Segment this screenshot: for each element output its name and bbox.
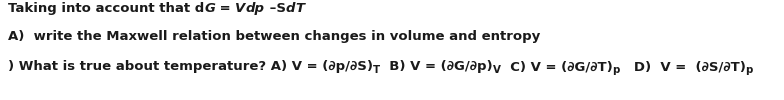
Text: p: p (612, 65, 619, 75)
Text: A)  write the Maxwell relation between changes in volume and entropy: A) write the Maxwell relation between ch… (8, 30, 540, 43)
Text: D)  V =  (∂S/∂T): D) V = (∂S/∂T) (619, 60, 746, 73)
Text: =: = (215, 2, 235, 15)
Text: B) V = (∂G/∂p): B) V = (∂G/∂p) (380, 60, 493, 73)
Text: d: d (285, 2, 295, 15)
Text: T: T (295, 2, 304, 15)
Text: dp: dp (245, 2, 265, 15)
Text: –S: –S (265, 2, 285, 15)
Text: V: V (493, 65, 501, 75)
Text: C) V = (∂G/∂T): C) V = (∂G/∂T) (501, 60, 612, 73)
Text: p: p (746, 65, 753, 75)
Text: V: V (235, 2, 245, 15)
Text: T: T (373, 65, 380, 75)
Text: ) What is true about temperature? A) V = (∂p/∂S): ) What is true about temperature? A) V =… (8, 60, 373, 73)
Text: Taking into account that d: Taking into account that d (8, 2, 205, 15)
Text: G: G (205, 2, 215, 15)
